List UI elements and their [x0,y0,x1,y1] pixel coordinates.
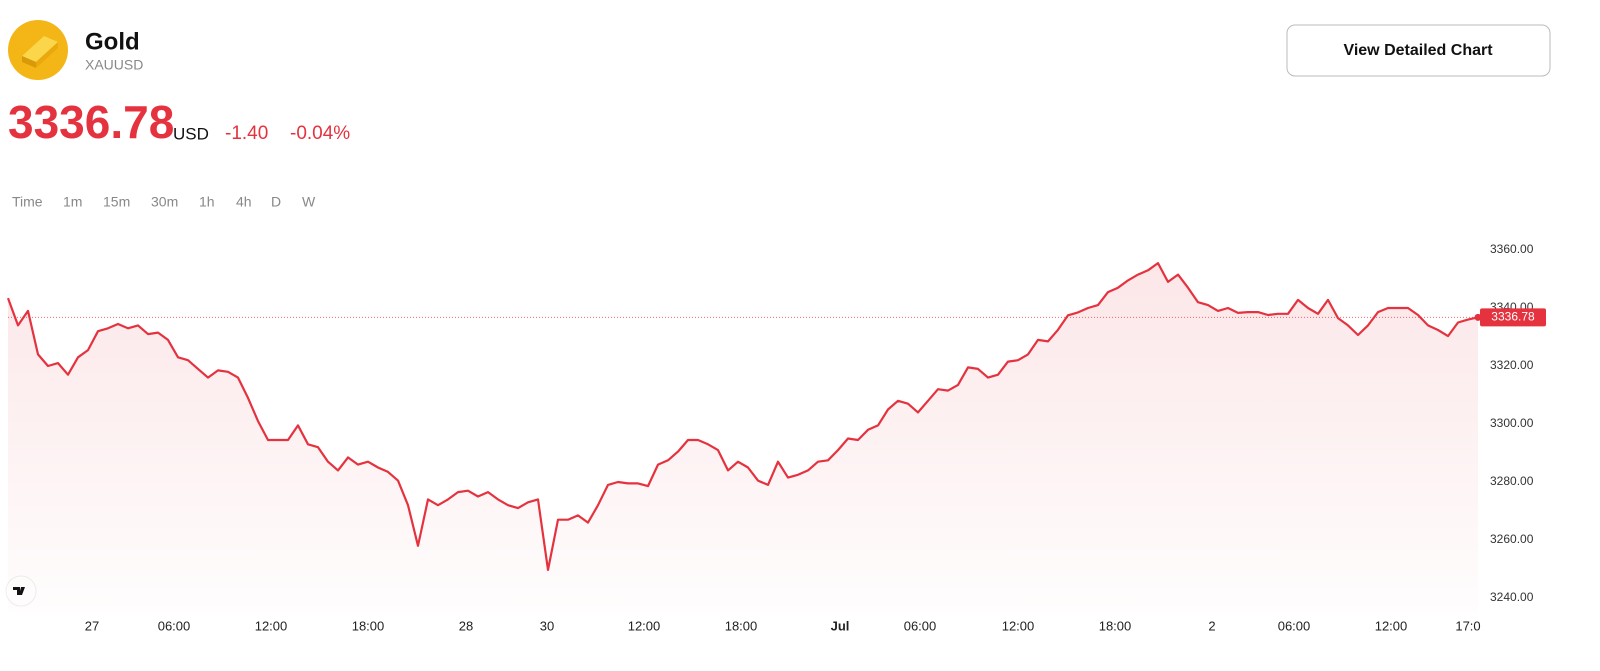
x-tick-label: 28 [459,618,473,633]
price: 3336.78 [8,96,174,148]
timeframe-tab[interactable]: 1h [199,194,215,210]
y-tick-label: 3260.00 [1490,532,1534,546]
timeframe-tab[interactable]: 15m [103,194,130,210]
asset-symbol: XAUUSD [85,57,143,73]
x-tick-label: 06:00 [1278,618,1311,633]
x-tick-label: 30 [540,618,554,633]
y-tick-label: 3280.00 [1490,474,1534,488]
x-tick-label: 12:00 [1375,618,1408,633]
y-tick-label: 3360.00 [1490,242,1534,256]
x-tick-label: 06:00 [158,618,191,633]
x-tick-label: 18:00 [1099,618,1132,633]
x-tick-label: 2 [1208,618,1215,633]
price-line [6,262,1479,571]
gold-icon [8,20,68,80]
y-tick-label: 3240.00 [1490,590,1534,604]
x-tick-label: 12:00 [628,618,661,633]
button-label[interactable]: View Detailed Chart [1343,42,1493,59]
area-fill [8,263,1478,613]
timeframe-tab[interactable]: 1m [63,194,82,210]
timeframe-tab[interactable]: W [302,194,316,210]
timeframe-tab[interactable]: Time [12,194,43,210]
timeframe-tab[interactable]: D [271,194,281,210]
x-tick-label: 12:00 [255,618,288,633]
last-point [1474,313,1482,321]
timeframe-tab[interactable]: 30m [151,194,178,210]
x-tick-label: 06:00 [904,618,937,633]
asset-title: Gold [85,28,140,55]
detail-button[interactable]: View Detailed Chart [1286,24,1551,77]
currency: USD [173,124,209,143]
last-price-label: 3336.78 [1491,310,1535,324]
price-change-percent: -0.04% [290,123,350,144]
x-tick-label: 17:0 [1455,618,1480,633]
x-tick-label: 12:00 [1002,618,1035,633]
y-tick-label: 3300.00 [1490,416,1534,430]
last-price-badge [1480,308,1546,327]
timeframe-tab[interactable]: 4h [236,194,252,210]
price-change: -1.40 [225,123,268,144]
x-tick-label: 18:00 [352,618,385,633]
x-tick-label: 18:00 [725,618,758,633]
timeframe-tabs: Time 1m 15m 30m 1h 4h D W [12,194,316,210]
x-tick-label: Jul [831,618,850,633]
y-tick-label: 3320.00 [1490,358,1534,372]
x-tick-label: 27 [85,618,99,633]
